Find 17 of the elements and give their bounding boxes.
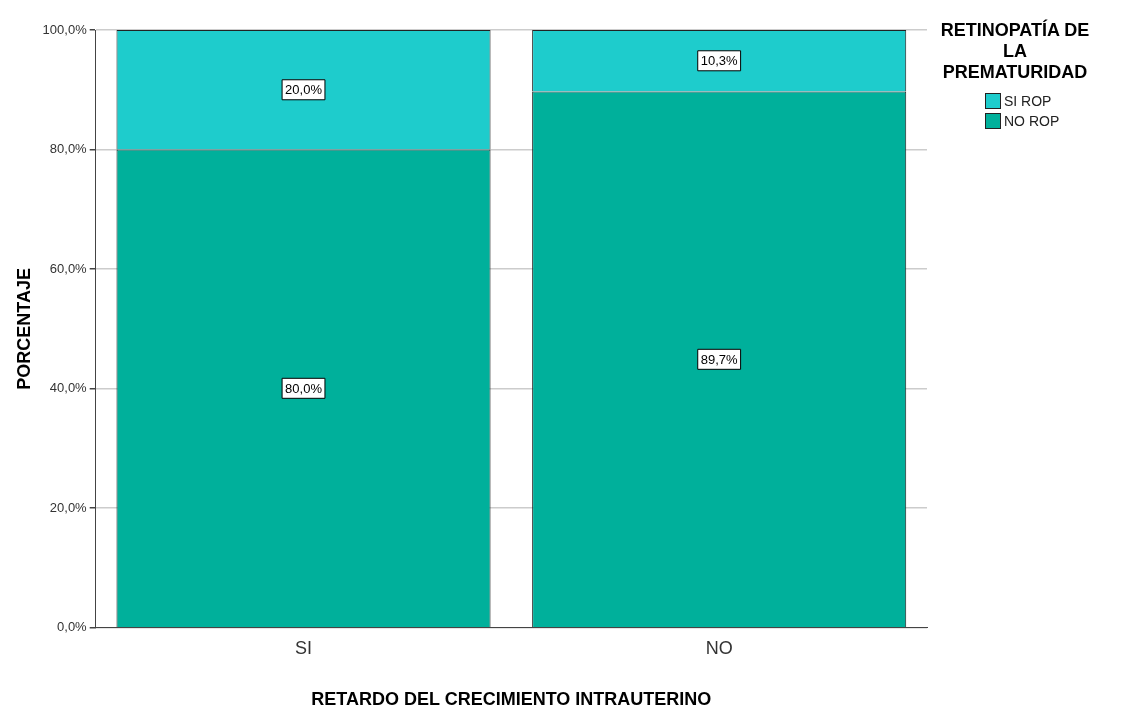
data-label: 89,7% — [700, 351, 739, 367]
text: NO ROP — [1004, 113, 1060, 129]
y-tick-label: 0,0% — [57, 619, 88, 635]
y-tick-label: 80,0% — [49, 141, 88, 157]
x-tick-label: NO — [705, 637, 733, 658]
legend-label: SI ROP — [1004, 93, 1052, 109]
y-tick-label: 100,0% — [42, 21, 88, 37]
x-tick-label: SI — [295, 637, 313, 658]
data-label: 20,0% — [285, 82, 323, 98]
data-label: 80,0% — [285, 380, 323, 396]
legend-title: RETINOPATÍA DE LA PREMATURIDAD — [939, 20, 1091, 83]
y-tick-label: 40,0% — [49, 380, 88, 396]
y-tick-label: 20,0% — [49, 499, 88, 515]
y-axis-title: PORCENTAJE — [13, 268, 34, 390]
x-axis-title: RETARDO DEL CRECIMIENTO INTRAUTERINO — [311, 689, 712, 710]
data-label: 10,3% — [700, 53, 739, 69]
y-tick-label: 60,0% — [49, 260, 88, 276]
